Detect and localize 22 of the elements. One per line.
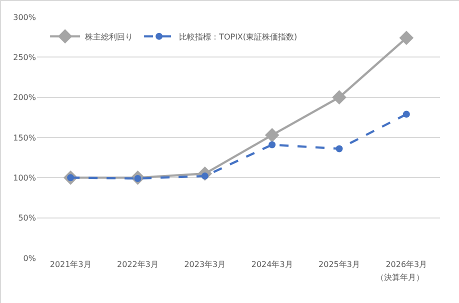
- x-tick-label: 2025年3月: [318, 260, 360, 269]
- point: [268, 141, 276, 148]
- y-tick-label: 0%: [23, 254, 36, 263]
- y-tick-label: 50%: [18, 214, 36, 223]
- x-tick-label: 2024年3月: [251, 260, 293, 269]
- x-tick-label: 2021年3月: [50, 260, 92, 269]
- legend-label: 株主総利回り: [84, 32, 134, 42]
- y-tick-label: 150%: [13, 133, 36, 142]
- point: [336, 145, 343, 152]
- x-tick-label: 2022年3月: [117, 260, 158, 269]
- x-axis-title: （決算年月）: [376, 273, 424, 282]
- y-tick-label: 250%: [13, 52, 36, 62]
- x-tick-label: 2023年3月: [184, 260, 226, 269]
- point: [402, 110, 410, 118]
- y-tick-label: 200%: [13, 93, 36, 102]
- point: [264, 128, 280, 142]
- point: [399, 30, 414, 46]
- point: [332, 90, 346, 104]
- y-tick-label: 300%: [13, 12, 36, 22]
- y-tick-label: 100%: [13, 173, 36, 182]
- x-tick-label: 2026年3月: [386, 260, 428, 269]
- legend-label: 比較指標：TOPIX(東証株価指数): [179, 32, 298, 42]
